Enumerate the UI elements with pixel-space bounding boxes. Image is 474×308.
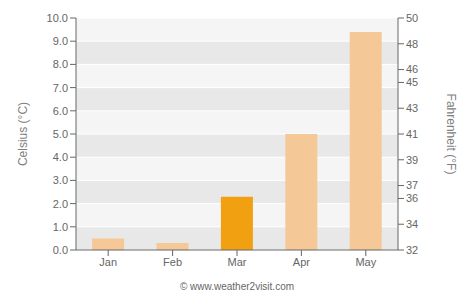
svg-text:8.0: 8.0 — [53, 58, 68, 70]
svg-text:2.0: 2.0 — [53, 198, 68, 210]
svg-text:36: 36 — [406, 192, 418, 204]
svg-text:7.0: 7.0 — [53, 82, 68, 94]
svg-text:Fahrenheit (°F): Fahrenheit (°F) — [444, 94, 458, 175]
svg-text:41: 41 — [406, 128, 418, 140]
svg-text:43: 43 — [406, 102, 418, 114]
svg-text:1.0: 1.0 — [53, 221, 68, 233]
svg-text:34: 34 — [406, 218, 418, 230]
svg-text:46: 46 — [406, 63, 418, 75]
svg-text:32: 32 — [406, 244, 418, 256]
svg-text:Apr: Apr — [293, 256, 310, 268]
svg-text:5.0: 5.0 — [53, 128, 68, 140]
svg-text:39: 39 — [406, 154, 418, 166]
svg-text:3.0: 3.0 — [53, 174, 68, 186]
svg-text:9.0: 9.0 — [53, 35, 68, 47]
svg-text:Celsius (°C): Celsius (°C) — [16, 102, 30, 166]
svg-text:May: May — [355, 256, 376, 268]
svg-text:48: 48 — [406, 38, 418, 50]
svg-text:10.0: 10.0 — [47, 12, 68, 24]
svg-text:4.0: 4.0 — [53, 151, 68, 163]
svg-text:37: 37 — [406, 179, 418, 191]
svg-text:Feb: Feb — [163, 256, 182, 268]
svg-text:0.0: 0.0 — [53, 244, 68, 256]
svg-text:Mar: Mar — [228, 256, 247, 268]
html-text:© www.weather2visit.com: © www.weather2visit.com — [180, 281, 294, 292]
svg-text:Jan: Jan — [99, 256, 117, 268]
svg-text:50: 50 — [406, 12, 418, 24]
svg-text:6.0: 6.0 — [53, 105, 68, 117]
svg-text:45: 45 — [406, 76, 418, 88]
